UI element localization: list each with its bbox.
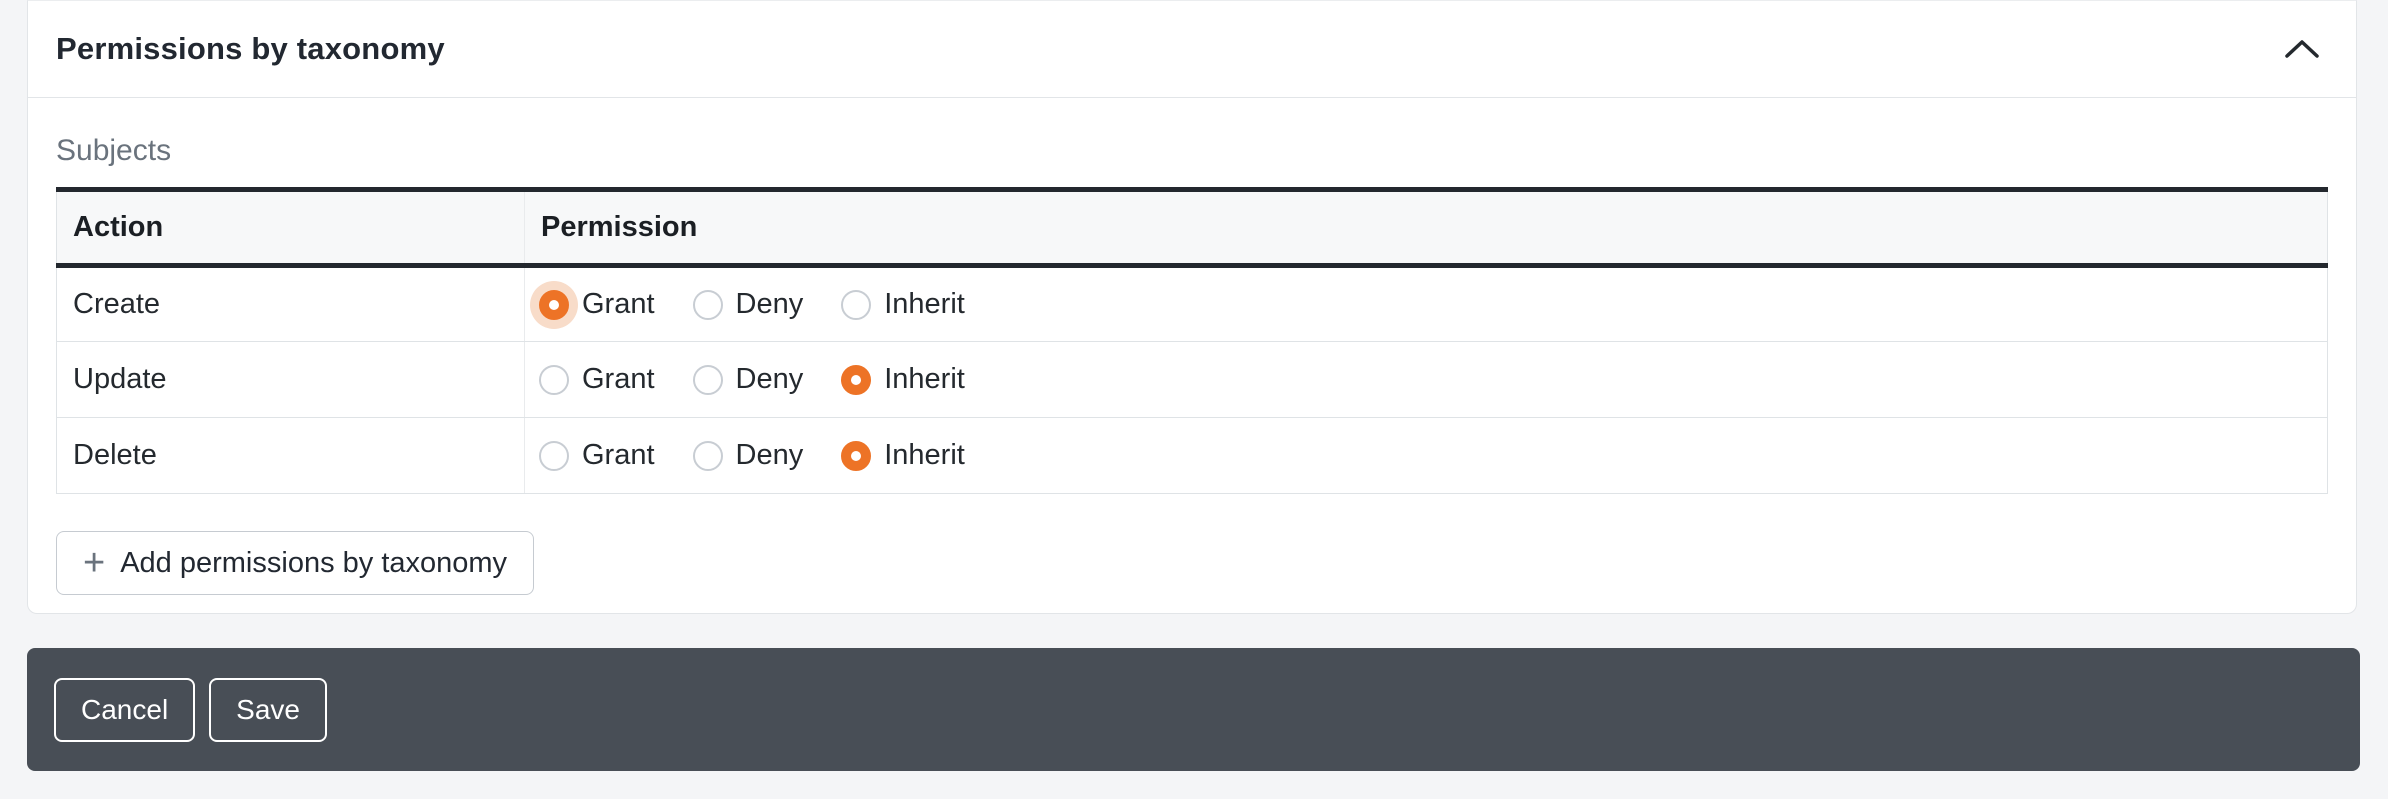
plus-icon: +: [83, 542, 106, 584]
action-cell: Create: [56, 265, 525, 342]
radio-option-grant[interactable]: Grant: [539, 288, 655, 321]
table-row: Create Grant Deny: [56, 265, 2328, 342]
table-header-row: Action Permission: [56, 187, 2328, 268]
column-header-action: Action: [56, 187, 525, 268]
permissions-by-taxonomy-panel: Permissions by taxonomy Subjects Action …: [27, 0, 2357, 614]
radio-label: Inherit: [884, 439, 965, 471]
permission-cell: Grant Deny Inherit: [524, 265, 2328, 342]
radio-label: Deny: [735, 288, 804, 320]
radio-option-deny[interactable]: Deny: [692, 288, 804, 321]
radio-button[interactable]: [692, 440, 723, 471]
radio-option-inherit[interactable]: Inherit: [841, 363, 965, 396]
action-cell: Update: [56, 341, 525, 418]
form-action-bar: Cancel Save: [27, 648, 2360, 771]
radio-label: Inherit: [884, 363, 965, 395]
radio-button[interactable]: [841, 289, 872, 320]
radio-option-grant[interactable]: Grant: [539, 439, 655, 472]
radio-label: Grant: [582, 288, 655, 320]
radio-label: Deny: [735, 439, 804, 471]
subjects-label: Subjects: [56, 134, 172, 167]
radio-option-grant[interactable]: Grant: [539, 363, 655, 396]
radio-label: Grant: [582, 363, 655, 395]
radio-group: Grant Deny Inherit: [539, 439, 2327, 472]
save-button[interactable]: Save: [209, 677, 327, 742]
add-permissions-by-taxonomy-button[interactable]: + Add permissions by taxonomy: [56, 531, 535, 595]
chevron-up-icon: [2282, 36, 2322, 62]
permission-cell: Grant Deny Inherit: [524, 341, 2328, 418]
radio-option-deny[interactable]: Deny: [692, 439, 804, 472]
radio-label: Inherit: [884, 288, 965, 320]
column-header-permission: Permission: [524, 187, 2328, 268]
radio-button[interactable]: [539, 440, 569, 471]
permission-cell: Grant Deny Inherit: [524, 417, 2328, 494]
radio-option-inherit[interactable]: Inherit: [841, 288, 965, 321]
radio-label: Grant: [582, 439, 655, 471]
radio-option-deny[interactable]: Deny: [692, 363, 804, 396]
panel-title: Permissions by taxonomy: [56, 31, 445, 66]
action-cell: Delete: [56, 417, 525, 494]
radio-button[interactable]: [539, 364, 569, 395]
panel-header: Permissions by taxonomy: [28, 1, 2356, 98]
radio-button[interactable]: [692, 364, 723, 395]
radio-button[interactable]: [539, 289, 569, 320]
collapse-section-button[interactable]: [2276, 30, 2328, 68]
radio-group: Grant Deny Inherit: [539, 363, 2327, 396]
radio-group: Grant Deny Inherit: [539, 288, 2327, 321]
cancel-button[interactable]: Cancel: [54, 677, 196, 742]
radio-option-inherit[interactable]: Inherit: [841, 439, 965, 472]
panel-body: Subjects Action Permission Create: [28, 134, 2356, 595]
table-row: Delete Grant Deny: [56, 417, 2328, 494]
radio-button[interactable]: [841, 364, 872, 395]
table-row: Update Grant Deny: [56, 341, 2328, 418]
add-button-label: Add permissions by taxonomy: [120, 546, 508, 579]
radio-button[interactable]: [692, 289, 723, 320]
radio-label: Deny: [735, 363, 804, 395]
radio-button[interactable]: [841, 440, 872, 471]
permissions-table: Action Permission Create Grant: [56, 187, 2328, 494]
